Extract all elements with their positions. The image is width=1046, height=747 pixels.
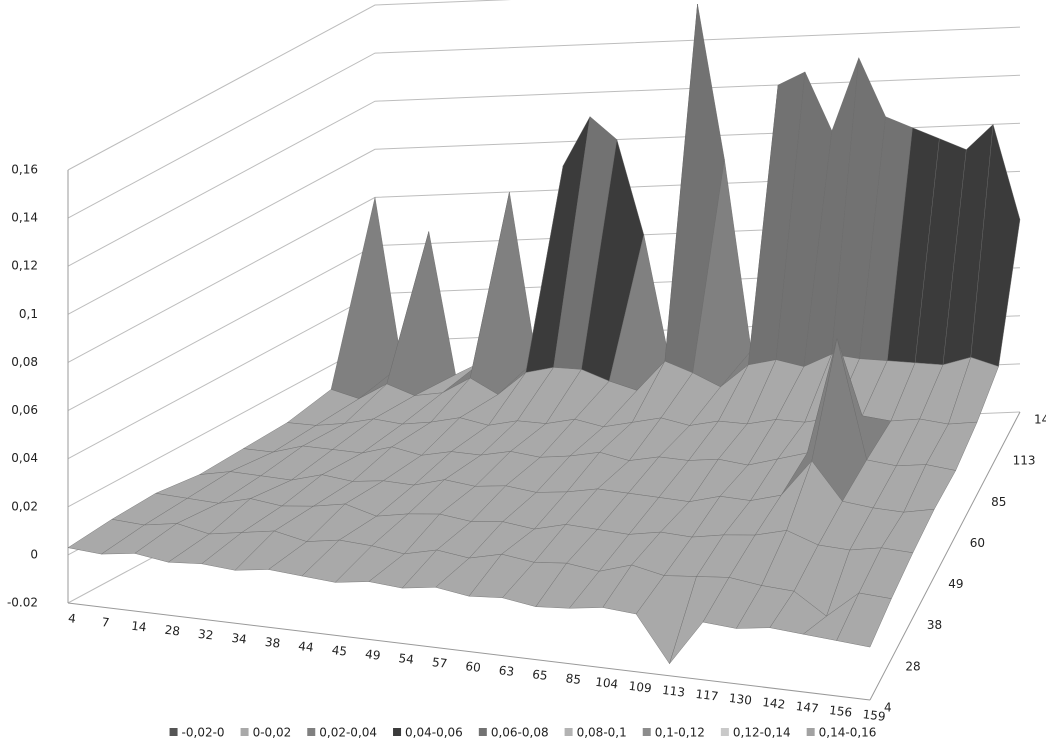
series-label: 28	[905, 659, 920, 673]
x-tick-label: 4	[67, 611, 76, 626]
series-label: 85	[991, 495, 1006, 509]
y-tick-label: 0,08	[11, 355, 38, 369]
x-tick-label: 34	[231, 631, 248, 647]
series-label: 60	[970, 536, 985, 550]
x-tick-label: 32	[197, 627, 214, 643]
legend-swatch	[720, 728, 729, 736]
legend-label: 0,12-0,14	[733, 726, 791, 740]
x-tick-label: 49	[364, 647, 381, 663]
legend-swatch	[642, 728, 651, 736]
x-tick-label: 147	[795, 699, 819, 716]
surface-patch	[836, 592, 892, 648]
x-tick-label: 159	[862, 707, 886, 724]
x-tick-label: 28	[164, 623, 181, 639]
x-tick-label: 85	[565, 671, 582, 687]
legend-label: 0,04-0,06	[405, 726, 463, 740]
grid-line	[67, 26, 1021, 219]
legend-label: 0,06-0,08	[491, 726, 549, 740]
legend-swatch	[806, 728, 815, 736]
axis-line	[869, 411, 1021, 701]
series-label: 49	[948, 577, 963, 591]
x-tick-label: 60	[465, 659, 482, 675]
x-tick-label: 45	[331, 643, 348, 659]
x-tick-label: 104	[595, 675, 619, 692]
y-tick-label: 0,16	[11, 163, 38, 177]
legend-swatch	[478, 728, 487, 736]
y-tick-label: 0,04	[11, 451, 38, 465]
legend-label: -0,02-0	[182, 726, 225, 740]
legend-label: 0-0,02	[253, 726, 292, 740]
x-tick-label: 38	[264, 635, 281, 651]
y-tick-label: -0.02	[7, 596, 38, 610]
x-tick-label: 65	[531, 667, 548, 683]
legend-label: 0,02-0,04	[319, 726, 377, 740]
x-tick-label: 63	[498, 663, 515, 679]
y-tick-label: 0,06	[11, 403, 38, 417]
x-tick-label: 7	[101, 615, 110, 630]
y-tick-label: 0,1	[19, 307, 38, 321]
x-tick-label: 113	[661, 683, 685, 700]
legend-label: 0,14-0,16	[819, 726, 877, 740]
y-tick-label: 0,02	[11, 499, 38, 513]
legend-label: 0,08-0,1	[577, 726, 627, 740]
x-tick-label: 109	[628, 679, 652, 696]
y-tick-label: 0	[30, 547, 38, 561]
x-tick-label: 54	[398, 651, 415, 667]
grid-line	[67, 0, 512, 171]
x-tick-label: 57	[431, 655, 448, 671]
legend-swatch	[240, 728, 249, 736]
series-label: 113	[1013, 454, 1036, 468]
legend-swatch	[393, 728, 402, 736]
x-tick-label: 142	[762, 695, 786, 712]
x-tick-label: 156	[828, 703, 852, 720]
series-label: 4	[884, 701, 892, 715]
x-tick-label: 14	[130, 619, 147, 635]
series-label: 38	[927, 618, 942, 632]
legend: -0,02-0 0-0,02 0,02-0,04 0,04-0,06 0,06-0,08…	[169, 726, 877, 740]
x-tick-label: 117	[695, 687, 719, 704]
y-tick-label: 0,12	[11, 259, 38, 273]
x-tick-label: 130	[728, 691, 752, 708]
y-tick-label: 0,14	[11, 211, 38, 225]
legend-swatch	[307, 728, 316, 736]
legend-label: 0,1-0,12	[655, 726, 705, 740]
x-tick-label: 44	[298, 639, 315, 655]
legend-swatch	[564, 728, 573, 736]
legend-swatch	[169, 728, 178, 736]
series-label: 142	[1034, 413, 1046, 427]
axis-line	[67, 602, 871, 701]
